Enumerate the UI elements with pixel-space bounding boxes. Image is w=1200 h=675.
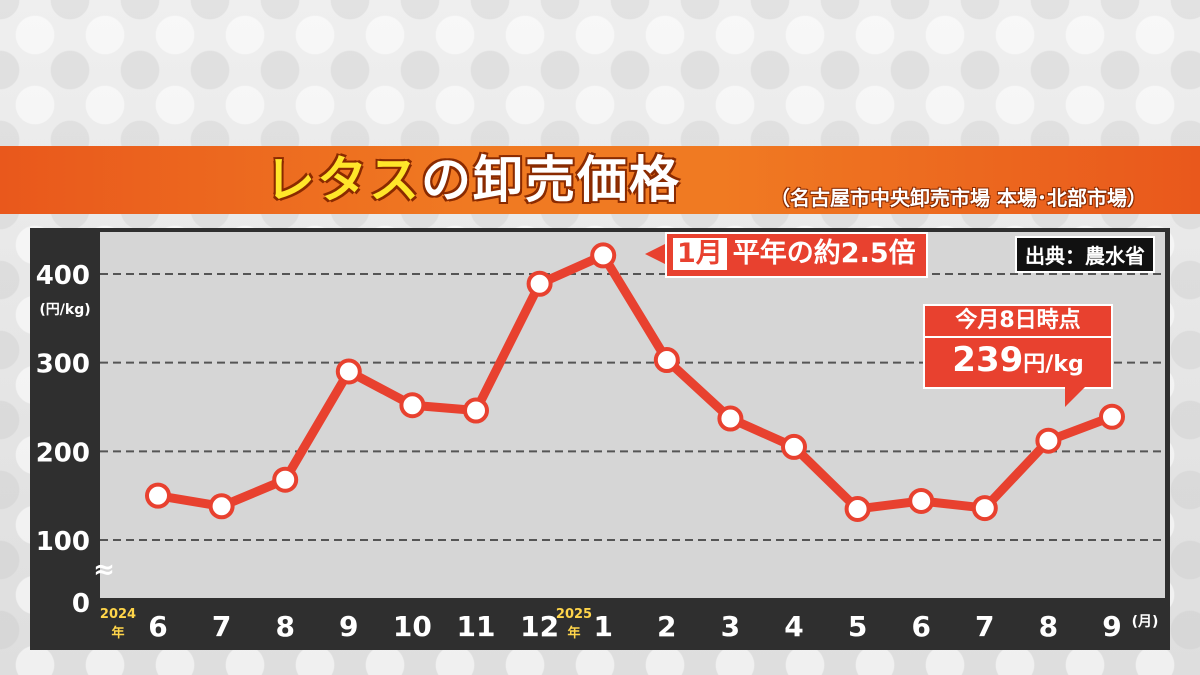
- x-tick-label: 7: [212, 610, 231, 643]
- y-tick-label: 400: [36, 261, 90, 291]
- data-point: [971, 495, 998, 522]
- chart-frame: 0 100 200 300 400 (円/kg) ≈6 7 8 9 10 11 12 1 2 3 4 5 6 7 8 9(…: [30, 228, 1170, 650]
- y-tick-label: 300: [36, 350, 90, 380]
- data-point: [781, 433, 807, 460]
- x-tick-label: 3: [721, 610, 740, 643]
- title-highlight: レタス: [265, 151, 421, 209]
- data-point: [653, 347, 680, 374]
- latest-value-line: 239円/kg: [925, 338, 1111, 387]
- peak-text: 平年の約2.5倍: [732, 238, 916, 269]
- data-point: [844, 495, 871, 522]
- data-point: [272, 466, 299, 493]
- plot-area: [100, 232, 1165, 598]
- year-char-2025: 年: [567, 625, 580, 641]
- data-point: [335, 358, 362, 385]
- x-tick-label: 9: [1102, 610, 1121, 643]
- data-point: [463, 397, 489, 424]
- data-point: [908, 487, 935, 514]
- chart-subtitle: （名古屋市中央卸売市場 本場･北部市場）: [770, 186, 1147, 210]
- x-tick-label: 4: [784, 610, 803, 643]
- x-tick-label: 5: [848, 610, 867, 643]
- latest-value: 239: [952, 340, 1024, 380]
- x-tick-label: 10: [393, 610, 432, 643]
- year-label-2024: 2024: [100, 607, 136, 622]
- data-point: [145, 482, 171, 509]
- latest-callout: 今月8日時点 239円/kg: [923, 304, 1113, 407]
- data-point: [590, 242, 617, 269]
- title-rest: の卸売価格: [421, 151, 681, 209]
- axis-break-mark: ≈: [93, 555, 115, 585]
- source-label: 出典：農水省: [1015, 236, 1155, 273]
- x-tick-label: 8: [275, 610, 294, 643]
- x-tick-label: 12: [520, 610, 559, 643]
- series-line: [157, 250, 1114, 514]
- data-point: [717, 405, 744, 432]
- x-tick-label: 7: [975, 610, 994, 643]
- y-tick-label: 0: [72, 589, 90, 619]
- year-char-2024: 年: [111, 625, 124, 641]
- peak-month-box: 1月: [673, 238, 727, 270]
- y-axis-unit: (円/kg): [39, 302, 90, 318]
- data-point: [208, 493, 235, 520]
- data-point: [1035, 427, 1062, 454]
- x-tick-label: 9: [339, 610, 358, 643]
- year-label-2025: 2025: [556, 607, 592, 622]
- data-point: [526, 270, 553, 297]
- x-tick-label: 2: [657, 610, 676, 643]
- data-point: [399, 392, 426, 419]
- title-band: [0, 146, 1200, 214]
- x-tick-label: 1: [593, 610, 612, 643]
- x-tick-label: 11: [457, 610, 496, 643]
- x-axis-unit: (月): [1132, 614, 1159, 630]
- latest-unit: 円/kg: [1023, 352, 1084, 377]
- x-tick-label: 6: [911, 610, 930, 643]
- y-tick-label: 100: [36, 527, 90, 557]
- peak-callout: 1月 平年の約2.5倍: [645, 232, 928, 278]
- chart-title: レタスの卸売価格: [265, 148, 681, 212]
- y-tick-label: 200: [36, 438, 90, 468]
- data-point: [1099, 403, 1125, 430]
- x-tick-label: 6: [148, 610, 167, 643]
- x-tick-label: 8: [1039, 610, 1058, 643]
- latest-date: 今月8日時点: [925, 306, 1111, 338]
